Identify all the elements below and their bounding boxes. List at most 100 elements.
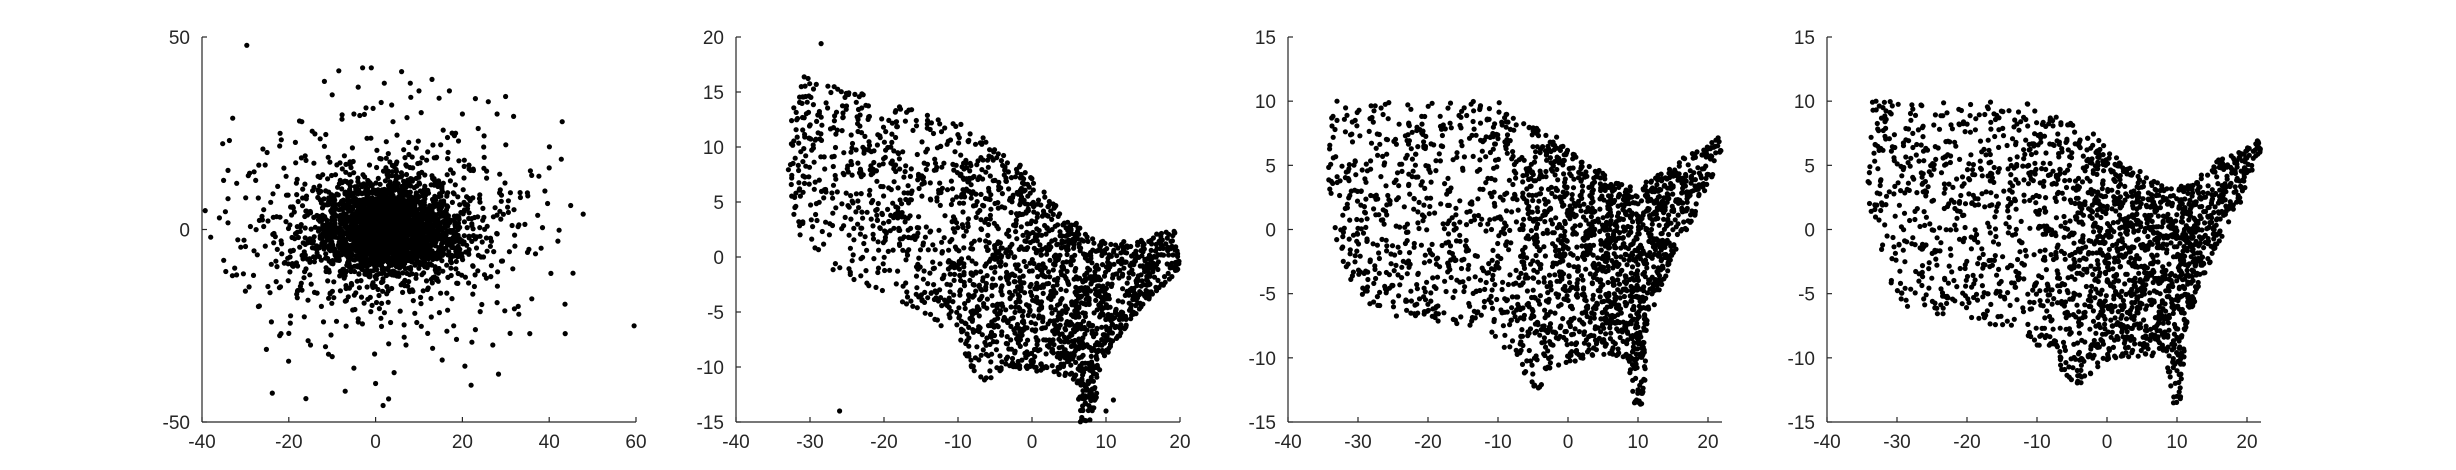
scatter-point [562, 301, 568, 307]
scatter-point [475, 268, 481, 274]
scatter-point [855, 160, 861, 166]
scatter-point [321, 143, 327, 149]
scatter-point [978, 155, 984, 161]
scatter-point [511, 306, 517, 312]
scatter-point [316, 245, 322, 251]
scatter-point [311, 214, 317, 220]
scatter-point [327, 159, 333, 165]
scatter-point [1146, 295, 1152, 301]
scatter-point [348, 179, 354, 185]
scatter-point [810, 86, 817, 92]
scatter-point [1027, 309, 1033, 315]
scatter-point [484, 248, 490, 254]
scatter-point [1048, 244, 1054, 250]
scatter-point [407, 266, 413, 272]
scatter-point [1009, 241, 1015, 247]
scatter-point [870, 236, 877, 242]
scatter-point [1012, 309, 1018, 315]
scatter-point [978, 374, 984, 380]
scatter-point [473, 245, 480, 251]
scatter-point [821, 195, 827, 201]
scatter-point [1019, 313, 1026, 319]
scatter-point [818, 41, 824, 47]
scatter-point [829, 154, 835, 160]
scatter-point [1063, 275, 1069, 282]
x-tick-label: 10 [1095, 432, 1116, 453]
scatter-point [962, 301, 968, 307]
scatter-point [411, 234, 417, 241]
scatter-point [810, 102, 817, 108]
scatter-point [905, 183, 911, 189]
scatter-point [965, 255, 972, 261]
scatter-point [423, 214, 429, 220]
scatter-point [469, 221, 475, 227]
scatter-point [1073, 299, 1080, 305]
scatter-point [246, 284, 252, 290]
scatter-point [1118, 309, 1125, 315]
scatter-point [439, 252, 446, 258]
scatter-point [336, 241, 342, 247]
scatter-point [312, 131, 318, 137]
scatter-point [1056, 345, 1062, 351]
scatter-point [967, 131, 973, 137]
scatter-point [394, 239, 400, 245]
scatter-point [425, 149, 431, 155]
scatter-point [462, 363, 468, 369]
scatter-point [327, 195, 333, 202]
scatter-point [785, 167, 792, 173]
scatter-point [459, 111, 465, 117]
scatter-point [448, 265, 454, 271]
scatter-point [428, 224, 434, 230]
scatter-point [1077, 248, 1083, 254]
scatter-point [1091, 334, 1097, 340]
scatter-point [950, 197, 956, 203]
scatter-point [990, 339, 997, 345]
scatter-point [1028, 289, 1034, 295]
scatter-point [1016, 296, 1022, 302]
scatter-point [390, 119, 396, 125]
scatter-point [494, 300, 500, 306]
scatter-point [247, 223, 253, 230]
scatter-point [445, 252, 451, 258]
scatter-point [885, 144, 891, 151]
scatter-point [789, 118, 795, 124]
scatter-point [380, 288, 386, 294]
scatter-point [408, 176, 414, 182]
scatter-point [863, 268, 869, 274]
scatter-point [311, 245, 317, 251]
scatter-point [438, 234, 444, 240]
scatter-point [419, 272, 425, 278]
scatter-point [385, 196, 391, 202]
y-tick-label: 0 [713, 248, 724, 269]
scatter-point [428, 314, 434, 320]
scatter-point [895, 185, 901, 191]
scatter-point [1093, 297, 1099, 303]
scatter-point [341, 268, 347, 274]
scatter-point [494, 212, 500, 218]
scatter-point [800, 159, 806, 165]
scatter-point [793, 127, 799, 133]
scatter-point [285, 225, 292, 232]
scatter-point [839, 128, 845, 134]
scatter-point [433, 239, 439, 245]
scatter-point [871, 256, 877, 262]
scatter-point [281, 165, 287, 171]
scatter-point [957, 200, 963, 206]
scatter-point [1087, 267, 1093, 273]
scatter-point [277, 214, 283, 220]
scatter-point [484, 175, 490, 181]
scatter-point [954, 309, 960, 315]
scatter-point [849, 140, 856, 147]
scatter-point [388, 221, 394, 228]
scatter-point [424, 157, 430, 163]
scatter-point [834, 127, 840, 133]
scatter-point [985, 164, 991, 170]
scatter-point [510, 113, 517, 119]
scatter-point [342, 388, 348, 394]
scatter-point [492, 205, 498, 211]
scatter-point [358, 190, 364, 196]
scatter-point [813, 211, 819, 218]
scatter-point [279, 251, 285, 257]
scatter-point [406, 151, 412, 158]
scatter-point [440, 127, 446, 133]
